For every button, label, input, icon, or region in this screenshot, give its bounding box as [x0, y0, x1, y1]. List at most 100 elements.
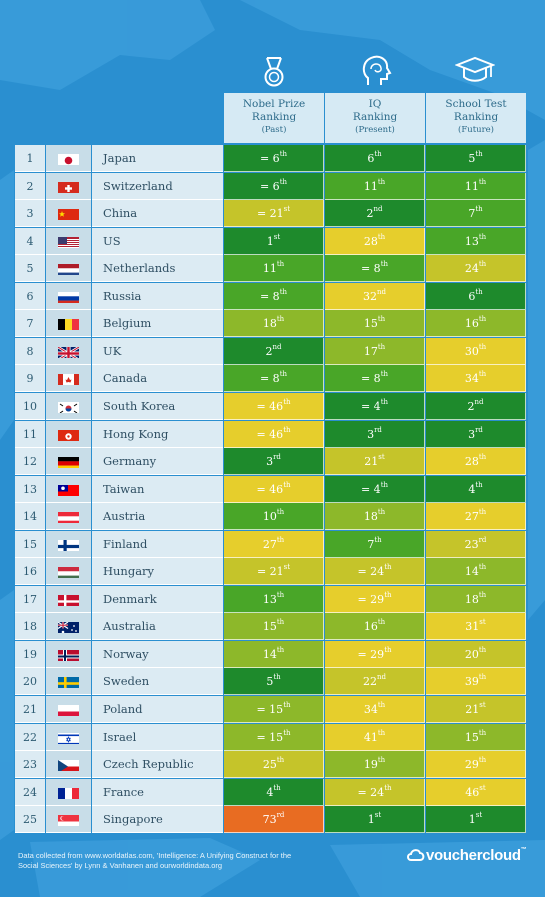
country-name: South Korea: [92, 392, 223, 420]
rank-number: 20: [15, 668, 45, 696]
ordinal-suffix: th: [475, 480, 483, 489]
column-subtitle: Ranking: [352, 111, 398, 123]
nobel-rank-cell: 27th: [224, 530, 324, 558]
ordinal-suffix: th: [276, 618, 285, 627]
rank-value: 3: [468, 427, 476, 441]
school-rank-cell: 7th: [426, 200, 526, 228]
iq-rank-cell: 34th: [325, 696, 425, 723]
ordinal-suffix: nd: [272, 342, 282, 351]
rank-value: 41: [363, 730, 378, 744]
flag-cell: [46, 585, 91, 613]
country-name: Czech Republic: [92, 751, 223, 779]
rank-number: 22: [15, 723, 45, 751]
nobel-rank-cell: = 8th: [224, 282, 324, 310]
ordinal-suffix: th: [384, 783, 392, 792]
rank-value: 31: [465, 620, 480, 634]
iq-rank-cell: 15th: [325, 310, 425, 338]
rank-number: 18: [15, 613, 45, 641]
rank-value: 25: [262, 758, 277, 772]
rank-value: 3: [367, 427, 375, 441]
ca-flag-icon: [58, 372, 79, 386]
be-flag-icon: [58, 317, 79, 331]
table-row: 11 Hong Kong = 46th 3rd 3rd: [15, 420, 527, 448]
flag-cell: [46, 420, 91, 448]
de-flag-icon: [58, 455, 79, 469]
iq-rank-cell: 7th: [325, 530, 425, 558]
flag-cell: [46, 751, 91, 779]
ordinal-suffix: th: [377, 728, 386, 737]
ordinal-suffix: th: [283, 728, 291, 737]
rank-value: = 6: [259, 179, 280, 193]
rank-value: 73: [262, 813, 277, 827]
ordinal-suffix: rd: [273, 453, 281, 462]
rank-number: 17: [15, 585, 45, 613]
rank-value: 24: [464, 262, 479, 276]
iq-rank-cell: 41th: [325, 723, 425, 751]
ordinal-suffix: st: [475, 811, 483, 820]
ordinal-suffix: th: [377, 342, 386, 351]
rank-value: 3: [266, 455, 274, 469]
ordinal-suffix: th: [478, 728, 487, 737]
hu-flag-icon: [58, 565, 79, 579]
flag-cell: [46, 613, 91, 641]
school-rank-cell: 1st: [426, 806, 526, 834]
rank-value: 6: [367, 152, 375, 165]
flag-cell: [46, 778, 91, 806]
rank-number: 11: [15, 420, 45, 448]
iq-rank-cell: 1st: [325, 806, 425, 834]
table-row: 20 Sweden 5th 22nd 39th: [15, 668, 527, 696]
rank-value: 34: [464, 372, 479, 386]
flag-cell: [46, 558, 91, 586]
ordinal-suffix: th: [276, 645, 285, 654]
rank-value: 5: [266, 675, 274, 689]
rank-value: 16: [363, 620, 378, 634]
rank-value: 28: [464, 455, 479, 469]
ordinal-suffix: th: [377, 232, 386, 241]
rank-value: 23: [464, 537, 479, 551]
table-row: 5 Netherlands 11th = 8th 24th: [15, 255, 527, 283]
rank-number: 25: [15, 806, 45, 834]
ordinal-suffix: th: [478, 508, 487, 517]
rank-number: 8: [15, 337, 45, 365]
flag-cell: [46, 145, 91, 172]
rank-value: 22: [363, 675, 377, 689]
ordinal-suffix: th: [478, 645, 487, 654]
ordinal-suffix: th: [283, 480, 291, 489]
nobel-rank-cell: 25th: [224, 751, 324, 779]
country-name: Germany: [92, 448, 223, 476]
country-name: Switzerland: [92, 172, 223, 200]
rank-value: = 4: [360, 482, 381, 496]
flag-cell: [46, 172, 91, 200]
rank-value: 30: [464, 344, 479, 358]
rank-value: 14: [464, 565, 479, 579]
iq-rank-cell: 16th: [325, 613, 425, 641]
iq-rank-cell: 11th: [325, 172, 425, 200]
rank-number: 15: [15, 530, 45, 558]
rank-value: 18: [363, 510, 378, 524]
school-rank-cell: 13th: [426, 227, 526, 255]
nobel-rank-cell: = 6th: [224, 145, 324, 172]
school-rank-cell: 4th: [426, 475, 526, 503]
country-name: UK: [92, 337, 223, 365]
at-flag-icon: [58, 510, 79, 524]
nobel-rank-cell: = 21st: [224, 558, 324, 586]
flag-cell: [46, 392, 91, 420]
nobel-rank-cell: 14th: [224, 640, 324, 668]
nl-flag-icon: [58, 262, 79, 276]
trademark: ™: [520, 847, 527, 853]
ordinal-suffix: th: [283, 397, 291, 406]
ordinal-suffix: th: [283, 701, 291, 709]
ordinal-suffix: th: [377, 508, 386, 517]
ch-flag-icon: [58, 180, 79, 193]
rank-value: 18: [464, 592, 479, 606]
rank-value: = 15: [256, 730, 284, 744]
country-name: Austria: [92, 503, 223, 531]
school-rank-cell: 15th: [426, 723, 526, 751]
rank-value: 14: [262, 647, 277, 661]
source-line: Social Sciences' by Lynn & Vanhanen and …: [18, 861, 223, 870]
rank-value: 2: [366, 207, 374, 221]
flag-cell: [46, 200, 91, 228]
rank-value: 15: [363, 317, 378, 331]
rank-value: 1: [266, 234, 274, 248]
ordinal-suffix: th: [380, 397, 389, 406]
